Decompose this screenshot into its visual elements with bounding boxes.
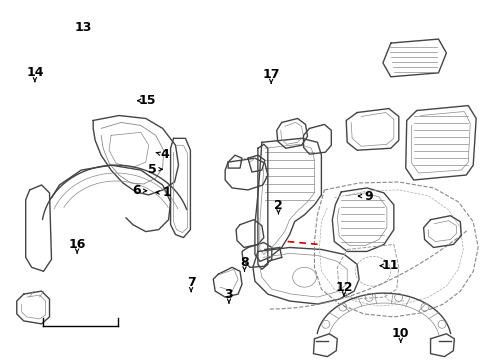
Text: 15: 15 <box>139 94 156 107</box>
Text: 9: 9 <box>363 190 372 203</box>
Text: 14: 14 <box>26 66 43 79</box>
Text: 6: 6 <box>132 184 141 197</box>
Text: 2: 2 <box>274 198 282 212</box>
Text: 7: 7 <box>186 276 195 289</box>
Text: 8: 8 <box>240 256 248 269</box>
Text: 5: 5 <box>148 163 156 176</box>
Text: 1: 1 <box>162 186 171 199</box>
Text: 11: 11 <box>381 259 398 272</box>
Text: 10: 10 <box>391 327 408 340</box>
Text: 4: 4 <box>160 148 168 162</box>
Text: 17: 17 <box>262 68 279 81</box>
Text: 12: 12 <box>335 281 352 294</box>
Text: 13: 13 <box>75 21 92 33</box>
Text: 16: 16 <box>68 238 85 251</box>
Text: 3: 3 <box>224 288 233 301</box>
